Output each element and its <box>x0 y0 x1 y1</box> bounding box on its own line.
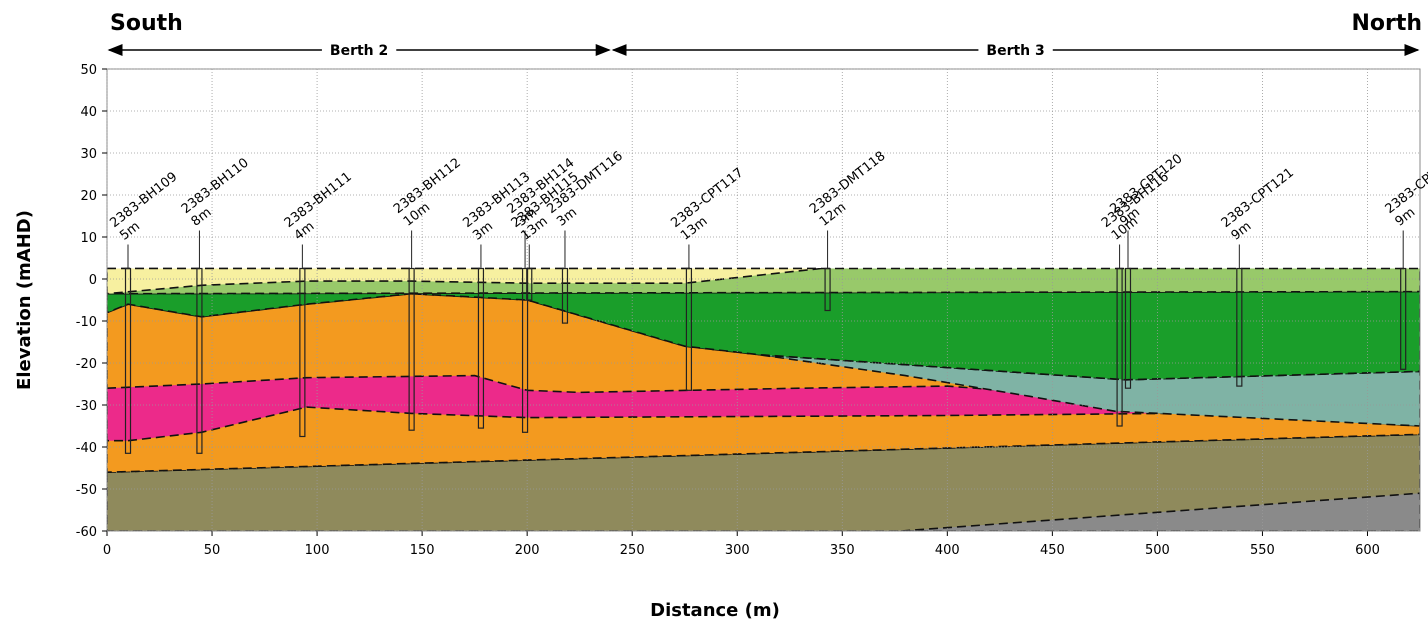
borehole-name: 2383-BH109 <box>107 169 180 231</box>
section-label: Berth 2 <box>330 43 388 59</box>
grid: 0 50 100 150 200 250 300 350 400 450 500 550 600-60-… <box>76 63 1421 558</box>
x-axis-title: Distance (m) <box>650 600 780 621</box>
x-tick-label: 500 <box>1145 543 1170 558</box>
x-tick-label: 0 <box>103 543 111 558</box>
soil-layer <box>107 290 1420 381</box>
y-tick-label: -20 <box>76 357 97 372</box>
x-tick-label: 400 <box>935 543 960 558</box>
y-tick-label: -10 <box>76 315 97 330</box>
soil-layer <box>107 267 822 295</box>
borehole-name: 2383-DMT118 <box>807 149 889 217</box>
y-tick-label: 0 <box>89 273 97 288</box>
x-tick-label: 450 <box>1040 543 1065 558</box>
x-tick-label: 100 <box>305 543 330 558</box>
right-label: North <box>1351 11 1422 36</box>
y-tick-label: -50 <box>76 483 97 498</box>
borehole-name: 2383-BH111 <box>282 169 355 231</box>
x-tick-label: 600 <box>1355 543 1380 558</box>
section-label-bg <box>978 41 1053 59</box>
borehole-name: 2383-CPT120 <box>1107 151 1185 217</box>
y-tick-label: 30 <box>80 147 97 162</box>
section-label-bg <box>321 41 397 59</box>
y-tick-label: 20 <box>80 189 97 204</box>
layers <box>107 267 1420 531</box>
borehole-name: 2383-CPT117 <box>668 165 746 231</box>
x-tick-label: 50 <box>204 543 221 558</box>
y-axis-title: Elevation (mAHD) <box>14 210 35 390</box>
soil-layer <box>901 492 1420 531</box>
left-label: South <box>110 11 183 36</box>
x-tick-label: 200 <box>515 543 540 558</box>
x-tick-label: 350 <box>830 543 855 558</box>
borehole-name: 2383-BH110 <box>179 155 252 217</box>
y-tick-label: -40 <box>76 441 97 456</box>
borehole-name: 2383-CPT121 <box>1219 165 1297 231</box>
y-tick-label: 10 <box>80 231 97 246</box>
y-tick-label: -60 <box>76 525 97 540</box>
x-tick-label: 550 <box>1250 543 1275 558</box>
soil-layer <box>758 353 1420 427</box>
x-tick-label: 250 <box>620 543 645 558</box>
section-label: Berth 3 <box>986 43 1044 59</box>
x-tick-label: 300 <box>725 543 750 558</box>
y-tick-label: 50 <box>80 63 97 78</box>
y-tick-label: -30 <box>76 399 97 414</box>
x-tick-label: 150 <box>410 543 435 558</box>
y-tick-label: 40 <box>80 105 97 120</box>
